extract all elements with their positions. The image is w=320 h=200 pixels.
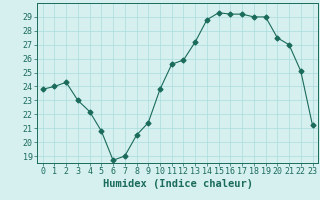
X-axis label: Humidex (Indice chaleur): Humidex (Indice chaleur): [103, 179, 252, 189]
